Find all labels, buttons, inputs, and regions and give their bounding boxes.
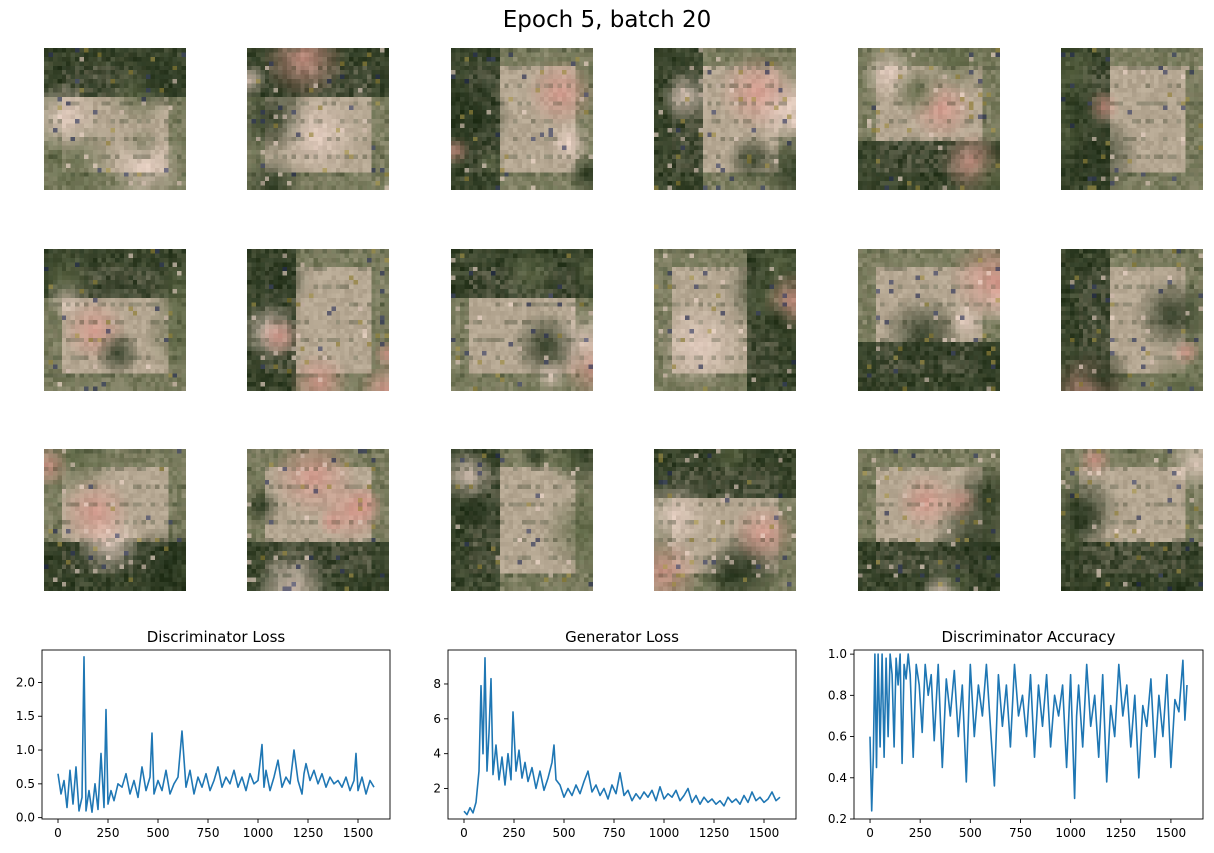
sample-canvas (247, 449, 389, 591)
y-tick-label: 1.0 (16, 743, 35, 757)
x-tick-label: 0 (866, 826, 874, 840)
sample-canvas (1061, 48, 1203, 190)
generated-sample-image (451, 449, 593, 591)
x-tick-label: 250 (97, 826, 120, 840)
x-tick-label: 0 (460, 826, 468, 840)
y-tick-label: 0.5 (16, 777, 35, 791)
sample-canvas (654, 48, 796, 190)
plot-frame (41, 649, 391, 820)
x-tick-label: 1500 (343, 826, 374, 840)
y-tick-label: 0.2 (828, 812, 847, 826)
x-tick-label: 750 (1009, 826, 1032, 840)
generated-sample-image (654, 48, 796, 190)
generated-sample-image (654, 449, 796, 591)
plot-frame (447, 649, 797, 820)
sample-canvas (858, 48, 1000, 190)
sample-canvas (858, 249, 1000, 391)
y-tick-label: 4 (433, 747, 441, 761)
series-line (57, 655, 375, 814)
y-tick-label: 0.6 (828, 730, 847, 744)
generated-sample-image (247, 249, 389, 391)
generated-sample-image (247, 449, 389, 591)
x-tick-label: 1000 (1055, 826, 1086, 840)
sample-canvas (44, 449, 186, 591)
x-tick-label: 1500 (1156, 826, 1187, 840)
y-tick-label: 1.0 (828, 647, 847, 661)
plot-title: Discriminator Loss (147, 628, 286, 646)
x-tick-label: 250 (909, 826, 932, 840)
generated-sample-image (858, 48, 1000, 190)
generated-sample-image (1061, 48, 1203, 190)
y-tick-label: 0.0 (16, 811, 35, 825)
generated-sample-image (44, 449, 186, 591)
sample-canvas (1061, 249, 1203, 391)
generated-sample-image (1061, 449, 1203, 591)
generated-sample-image (1061, 249, 1203, 391)
x-tick-label: 750 (603, 826, 626, 840)
generated-sample-image (44, 249, 186, 391)
sample-canvas (654, 449, 796, 591)
sample-canvas (654, 249, 796, 391)
sample-canvas (451, 48, 593, 190)
generated-sample-image (451, 48, 593, 190)
y-tick-label: 8 (433, 677, 441, 691)
x-tick-label: 1000 (243, 826, 274, 840)
generated-sample-image (858, 449, 1000, 591)
y-tick-label: 6 (433, 712, 441, 726)
plot-frame (853, 649, 1204, 820)
sample-canvas (451, 449, 593, 591)
plot-title: Generator Loss (565, 628, 679, 646)
sample-canvas (247, 48, 389, 190)
sample-canvas (858, 449, 1000, 591)
sample-canvas (44, 48, 186, 190)
generated-sample-image (451, 249, 593, 391)
y-tick-label: 2.0 (16, 675, 35, 689)
sample-canvas (247, 249, 389, 391)
generated-sample-image (858, 249, 1000, 391)
generated-sample-image (247, 48, 389, 190)
plot-title: Discriminator Accuracy (941, 628, 1115, 646)
x-tick-label: 250 (503, 826, 526, 840)
generated-sample-image (654, 249, 796, 391)
x-tick-label: 500 (959, 826, 982, 840)
x-tick-label: 1250 (1105, 826, 1136, 840)
sample-canvas (451, 249, 593, 391)
x-tick-label: 0 (54, 826, 62, 840)
sample-canvas (44, 249, 186, 391)
y-tick-label: 0.4 (828, 771, 847, 785)
series-line (463, 656, 781, 816)
x-tick-label: 1250 (699, 826, 730, 840)
generated-sample-image (44, 48, 186, 190)
x-tick-label: 1000 (649, 826, 680, 840)
y-tick-label: 0.8 (828, 688, 847, 702)
sample-canvas (1061, 449, 1203, 591)
x-tick-label: 500 (553, 826, 576, 840)
series-line (869, 653, 1188, 812)
x-tick-label: 1500 (749, 826, 780, 840)
figure-title: Epoch 5, batch 20 (502, 7, 712, 33)
x-tick-label: 500 (147, 826, 170, 840)
y-tick-label: 2 (433, 782, 441, 796)
x-tick-label: 1250 (293, 826, 324, 840)
y-tick-label: 1.5 (16, 709, 35, 723)
x-tick-label: 750 (197, 826, 220, 840)
